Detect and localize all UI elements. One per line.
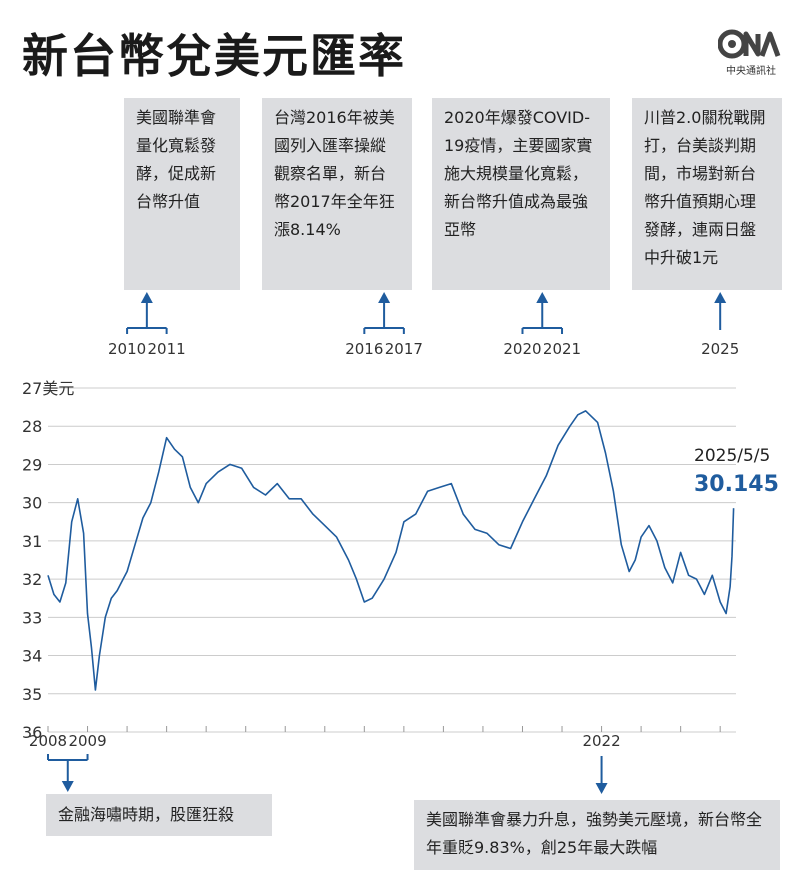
y-tick-label: 35 xyxy=(22,685,42,704)
y-tick-label: 33 xyxy=(22,608,42,627)
end-date-label: 2025/5/5 xyxy=(694,446,771,466)
y-axis-ticks: 27美元 28 29 30 31 32 33 34 35 36 xyxy=(22,379,74,742)
y-tick-label: 32 xyxy=(22,570,42,589)
logo-text: 中央通訊社 xyxy=(726,66,776,77)
arrow-head-fed2022 xyxy=(595,783,608,794)
arrow-head-covid2020 xyxy=(536,292,549,303)
chart-marks xyxy=(47,410,735,691)
year-label: 2025 xyxy=(701,340,739,358)
year-label: 2009 xyxy=(68,732,106,750)
annotation-qe2010: 美國聯準會量化寬鬆發酵，促成新台幣升值 xyxy=(124,98,240,290)
year-label: 2022 xyxy=(582,732,620,750)
y-tick-label: 36 xyxy=(22,723,42,742)
annotation-watch2016: 台灣2016年被美國列入匯率操縱觀察名單，新台幣2017年全年狂漲8.14% xyxy=(262,98,412,290)
page-title: 新台幣兌美元匯率 xyxy=(22,29,406,83)
annotation-crisis2008: 金融海嘯時期，股匯狂殺 xyxy=(46,794,272,836)
year-label: 2020 xyxy=(503,340,541,358)
year-label: 2011 xyxy=(148,340,186,358)
annotation-fed2022: 美國聯準會暴力升息，強勢美元壓境，新台幣全年重貶9.83%，創25年最大跌幅 xyxy=(414,800,780,870)
y-tick-label: 28 xyxy=(22,417,42,436)
annotation-trump2025: 川普2.0關稅戰開打，台美談判期間，市場對新台幣升值預期心理發酵，連兩日盤中升破… xyxy=(632,98,782,290)
year-label: 2016 xyxy=(345,340,383,358)
y-tick-label: 34 xyxy=(22,647,42,666)
year-label: 2021 xyxy=(543,340,581,358)
y-tick-label: 27美元 xyxy=(22,379,74,398)
arrow-head-watch2016 xyxy=(378,292,391,303)
callout-marks: 2010 2011 2016 2017 2020 2021 2025 2008 2009 2022 xyxy=(29,292,739,794)
annotation-covid2020: 2020年爆發COVID-19疫情，主要國家實施大規模量化寬鬆，新台幣升值成為最… xyxy=(432,98,610,290)
end-value-label: 30.145 xyxy=(694,472,779,497)
y-tick-label: 31 xyxy=(22,532,42,551)
y-tick-label: 30 xyxy=(22,494,42,513)
x-axis-ticks xyxy=(47,726,721,732)
year-label: 2010 xyxy=(108,340,146,358)
arrow-head-qe2010 xyxy=(140,292,153,303)
arrow-head-trump2025 xyxy=(714,292,727,303)
series-line xyxy=(47,410,735,691)
year-label: 2017 xyxy=(385,340,423,358)
arrow-head-crisis2008 xyxy=(61,781,74,792)
cna-logo-icon xyxy=(718,29,781,59)
year-label: 2008 xyxy=(29,732,67,750)
y-tick-label: 29 xyxy=(22,455,42,474)
chart-grid xyxy=(48,387,736,733)
